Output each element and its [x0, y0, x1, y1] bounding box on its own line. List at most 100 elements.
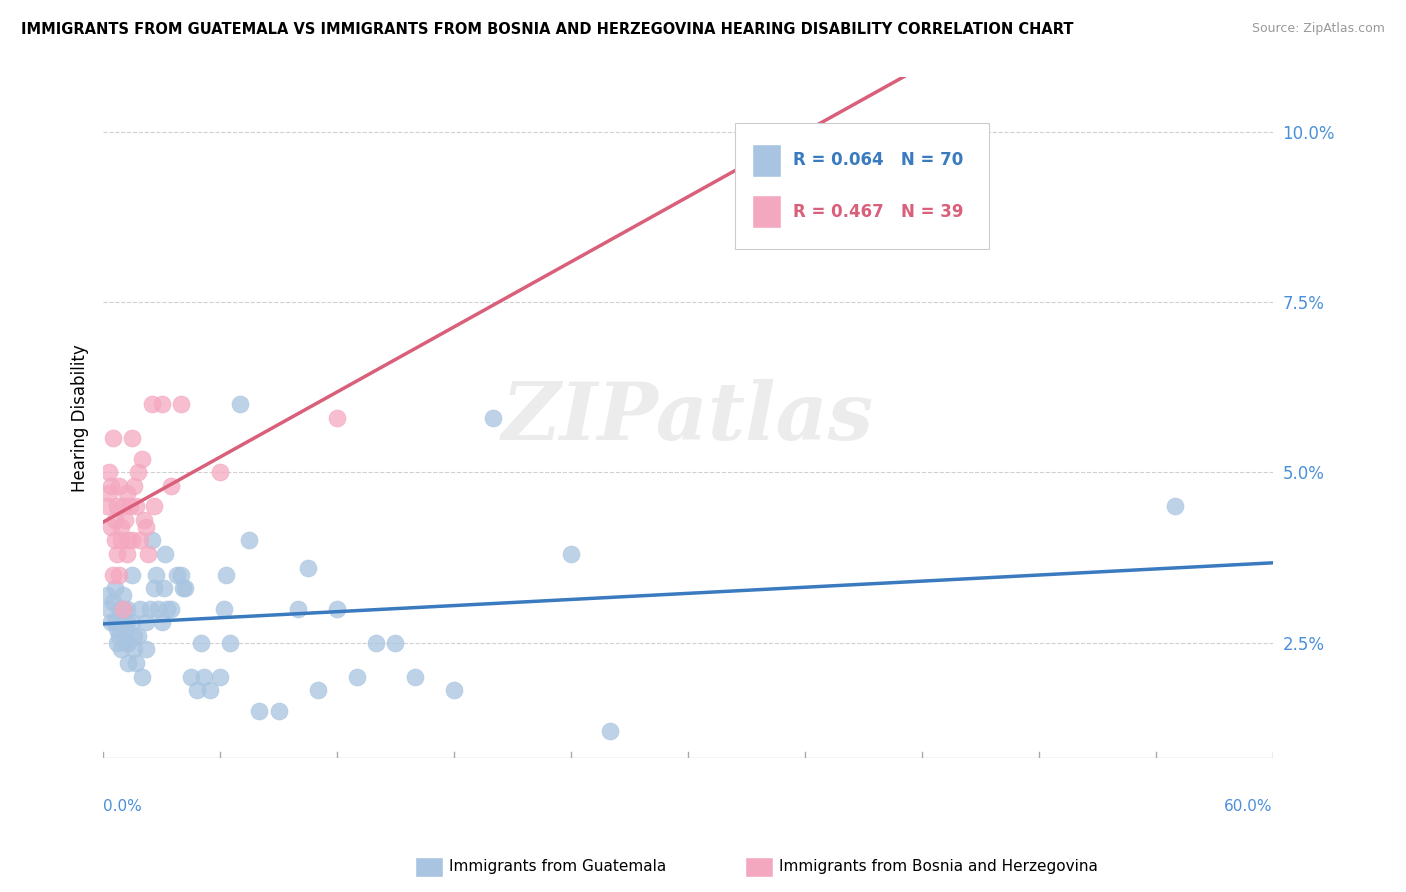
Point: [215, 567, 238, 582]
Point: [101, 595, 124, 609]
Point: [228, 397, 250, 411]
Point: [96, 588, 118, 602]
Point: [124, 629, 146, 643]
Point: [121, 431, 143, 445]
Point: [104, 581, 127, 595]
Point: [150, 397, 173, 411]
Point: [174, 581, 197, 595]
Point: [297, 560, 319, 574]
Point: [287, 601, 309, 615]
Text: Immigrants from Guatemala: Immigrants from Guatemala: [449, 859, 666, 873]
Text: R = 0.064   N = 70: R = 0.064 N = 70: [793, 152, 963, 169]
Point: [111, 601, 134, 615]
Point: [107, 629, 129, 643]
Point: [145, 567, 167, 582]
Point: [107, 601, 129, 615]
Point: [142, 500, 165, 514]
Text: Immigrants from Bosnia and Herzegovina: Immigrants from Bosnia and Herzegovina: [779, 859, 1098, 873]
Point: [105, 547, 128, 561]
Point: [170, 567, 193, 582]
Point: [267, 704, 290, 718]
Point: [104, 513, 127, 527]
Point: [100, 479, 122, 493]
Point: [139, 601, 162, 615]
Point: [160, 601, 183, 615]
Point: [125, 656, 148, 670]
Point: [172, 581, 194, 595]
Point: [200, 683, 222, 698]
Point: [104, 615, 127, 629]
Point: [599, 724, 621, 739]
Point: [141, 533, 163, 548]
Point: [98, 485, 121, 500]
Point: [111, 601, 134, 615]
Point: [121, 567, 143, 582]
Point: [100, 520, 122, 534]
Point: [326, 601, 349, 615]
Text: ZIPatlas: ZIPatlas: [502, 379, 875, 457]
Point: [170, 397, 193, 411]
Point: [560, 547, 582, 561]
Point: [100, 615, 122, 629]
Point: [110, 533, 132, 548]
Point: [135, 520, 157, 534]
Point: [186, 683, 208, 698]
Point: [110, 642, 132, 657]
Point: [98, 601, 121, 615]
Point: [124, 642, 146, 657]
Point: [111, 588, 134, 602]
Point: [111, 500, 134, 514]
Point: [114, 513, 136, 527]
Point: [129, 533, 152, 548]
Point: [101, 431, 124, 445]
Point: [218, 635, 240, 649]
Point: [136, 547, 159, 561]
Point: [346, 670, 368, 684]
Point: [124, 479, 146, 493]
Point: [193, 670, 215, 684]
Point: [105, 622, 128, 636]
Text: Source: ZipAtlas.com: Source: ZipAtlas.com: [1251, 22, 1385, 36]
Point: [105, 500, 128, 514]
Point: [326, 410, 349, 425]
Point: [107, 479, 129, 493]
Point: [135, 642, 157, 657]
Point: [146, 601, 169, 615]
Point: [180, 670, 202, 684]
Point: [160, 479, 183, 493]
Point: [110, 520, 132, 534]
Point: [107, 567, 129, 582]
Point: [152, 581, 174, 595]
Point: [384, 635, 406, 649]
Point: [125, 500, 148, 514]
Point: [156, 601, 179, 615]
Point: [307, 683, 329, 698]
Point: [115, 601, 138, 615]
Point: [117, 656, 139, 670]
Point: [114, 622, 136, 636]
Point: [121, 533, 143, 548]
Point: [127, 629, 149, 643]
Point: [190, 635, 212, 649]
Point: [120, 500, 142, 514]
Point: [404, 670, 426, 684]
Point: [209, 670, 232, 684]
Point: [141, 397, 163, 411]
Point: [117, 635, 139, 649]
Point: [101, 567, 124, 582]
Point: [155, 547, 177, 561]
Point: [166, 567, 188, 582]
Text: R = 0.467   N = 39: R = 0.467 N = 39: [793, 202, 963, 220]
Point: [212, 601, 235, 615]
Point: [238, 533, 260, 548]
Text: IMMIGRANTS FROM GUATEMALA VS IMMIGRANTS FROM BOSNIA AND HERZEGOVINA HEARING DISA: IMMIGRANTS FROM GUATEMALA VS IMMIGRANTS …: [21, 22, 1074, 37]
Point: [150, 615, 173, 629]
Point: [209, 466, 232, 480]
Point: [443, 683, 465, 698]
Point: [110, 615, 132, 629]
Text: 0.0%: 0.0%: [103, 799, 142, 814]
Point: [135, 615, 157, 629]
Point: [131, 670, 153, 684]
Point: [482, 410, 505, 425]
Point: [129, 601, 152, 615]
